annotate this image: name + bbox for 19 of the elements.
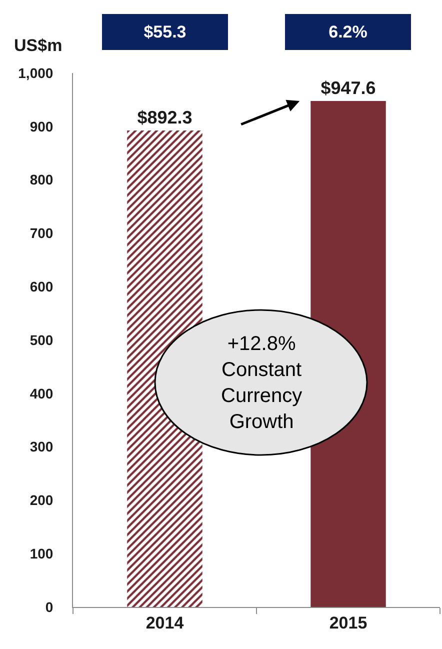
y-tick-label: 300: [30, 438, 54, 455]
x-tick-label: 2015: [329, 613, 368, 632]
y-axis-title: US$m: [14, 36, 62, 55]
data-label: $947.6: [320, 78, 376, 98]
y-tick-label: 800: [30, 172, 54, 188]
annotation: +12.8% Constant Currency Growth: [221, 333, 302, 433]
y-tick-label: 700: [30, 225, 54, 242]
y-tick-label: 0: [45, 598, 54, 615]
text: 6.2%: [328, 22, 368, 42]
y-tick-label: 100: [30, 546, 54, 562]
y-tick-label: 1,000: [18, 64, 54, 81]
y-tick-label: 200: [30, 492, 54, 508]
y-tick-label: 400: [30, 385, 54, 402]
y-tick-label: 600: [30, 278, 54, 294]
x-tick-label: 2014: [146, 613, 184, 632]
y-tick-label: 500: [30, 332, 54, 348]
text: $55.3: [144, 22, 186, 42]
data-label: $892.3: [137, 108, 192, 128]
y-tick-label: 900: [30, 118, 54, 134]
